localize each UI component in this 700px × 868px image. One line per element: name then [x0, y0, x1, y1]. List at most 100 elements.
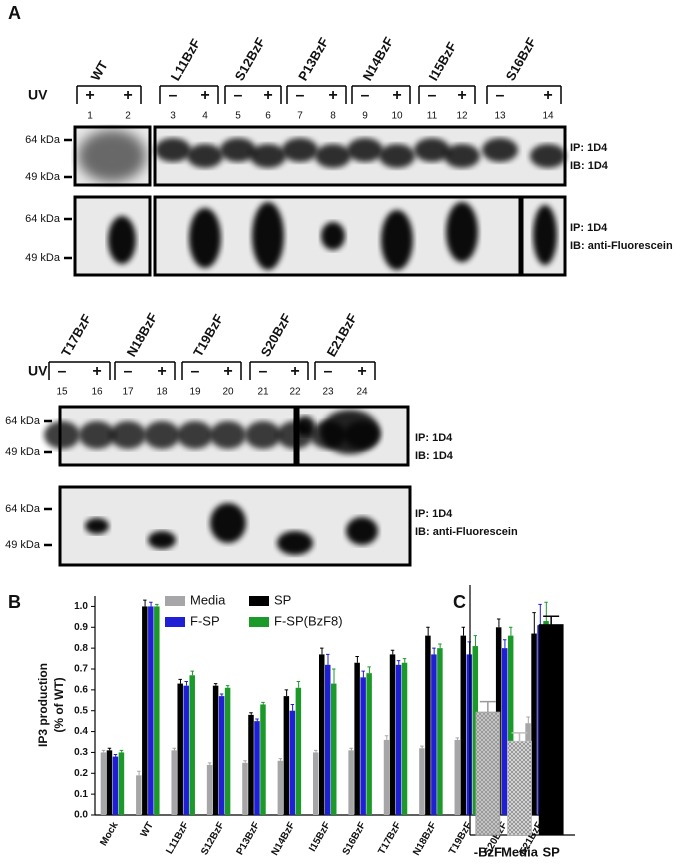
kda-marker: 64 kDa	[25, 134, 61, 146]
blot-label: IB: 1D4	[570, 160, 609, 172]
bar	[501, 648, 508, 815]
blot-band	[85, 518, 109, 534]
x-tick-label: N14BzF	[270, 820, 298, 857]
bar	[475, 711, 501, 836]
blot-band	[347, 138, 383, 162]
blot-frame	[58, 485, 412, 567]
error-bar	[213, 683, 218, 686]
x-tick-label: L11BzF	[164, 820, 191, 856]
uv-sign: –	[324, 363, 333, 380]
bar	[313, 752, 319, 815]
group-label: N18BzF	[124, 310, 161, 359]
lane-number: 9	[362, 111, 368, 122]
bar	[454, 739, 461, 815]
error-bar	[479, 700, 496, 713]
bar	[507, 635, 514, 815]
lane-number: 10	[391, 111, 403, 122]
blot-frame	[296, 405, 410, 467]
blot-band	[220, 138, 256, 162]
blot-band	[346, 517, 378, 545]
y-tick-label: 1.0	[74, 601, 88, 612]
error-bar	[225, 685, 230, 688]
blot-frame	[73, 125, 152, 187]
bar	[419, 748, 425, 815]
lane-number: 2	[125, 111, 131, 122]
bar	[100, 752, 107, 815]
y-tick-label: 0.2	[74, 768, 88, 779]
error-bar	[155, 603, 159, 607]
y-tick-label: 0.0	[74, 810, 88, 821]
bar	[148, 606, 154, 815]
uv-sign: +	[457, 87, 466, 104]
blot-label: IP: 1D4	[415, 508, 453, 520]
bar	[431, 654, 437, 815]
lane-number: 7	[297, 111, 303, 122]
y-axis-label: (% of WT)	[52, 677, 66, 732]
bar	[154, 606, 160, 815]
lane-number: 23	[322, 387, 334, 398]
x-tick-label: S16BzF	[341, 820, 369, 857]
x-tick-label: -BzF	[474, 844, 502, 859]
error-bar	[473, 635, 478, 647]
lane-number: 11	[427, 111, 438, 122]
panel-label: A	[8, 3, 21, 23]
blot-band	[282, 138, 318, 162]
error-bar	[261, 701, 265, 705]
error-bar	[455, 737, 460, 740]
x-tick-label: SP	[542, 844, 560, 859]
blot-band	[446, 202, 478, 262]
bar	[437, 648, 443, 815]
y-tick-label: 0.6	[74, 684, 88, 695]
lane-number: 15	[56, 387, 68, 398]
lane-number: 8	[330, 111, 336, 122]
blot-band	[381, 210, 413, 270]
lane-number: 19	[189, 387, 201, 398]
uv-sign: +	[92, 363, 101, 380]
bar	[260, 704, 266, 815]
bar	[395, 664, 402, 815]
lane-number: 21	[257, 387, 269, 398]
uv-sign: +	[263, 87, 272, 104]
error-bar	[402, 658, 407, 663]
bar	[289, 710, 296, 815]
blot-band	[315, 144, 351, 168]
uv-sign: +	[123, 87, 132, 104]
group-label: I15BzF	[426, 39, 460, 83]
error-bar	[326, 653, 330, 665]
error-bar	[119, 749, 124, 753]
bar	[118, 752, 125, 815]
blot-band	[295, 416, 315, 436]
kda-marker: 49 kDa	[5, 539, 41, 551]
bar	[295, 687, 302, 815]
panel-label: C	[453, 592, 466, 612]
bar	[348, 750, 354, 815]
legend-label: SP	[274, 592, 291, 607]
error-bar	[320, 647, 324, 655]
legend-swatch	[249, 617, 269, 627]
error-bar	[113, 754, 118, 757]
x-tick-label: Mock	[98, 820, 121, 848]
blot-frame	[58, 405, 297, 467]
blot-band	[177, 421, 213, 449]
blot-band	[210, 503, 246, 543]
blot-band	[78, 130, 146, 182]
blot-band	[252, 202, 284, 270]
error-bar	[284, 689, 289, 697]
lane-number: 17	[122, 387, 134, 398]
blot-band	[530, 144, 566, 168]
bar	[538, 624, 564, 836]
uv-sign: –	[234, 87, 243, 104]
blot-band	[444, 144, 480, 168]
blot-band	[533, 205, 557, 265]
y-axis-label: IP3 production	[36, 663, 50, 747]
error-bar	[384, 735, 389, 740]
y-tick-label: 0.5	[74, 705, 88, 716]
blot-label: IB: anti-Fluorescein	[415, 526, 518, 538]
bar	[531, 633, 537, 815]
blot-band	[320, 410, 380, 454]
error-bar	[172, 747, 176, 751]
error-bar	[290, 703, 295, 711]
error-bar	[543, 615, 560, 625]
y-tick-label: 0.9	[74, 622, 88, 633]
